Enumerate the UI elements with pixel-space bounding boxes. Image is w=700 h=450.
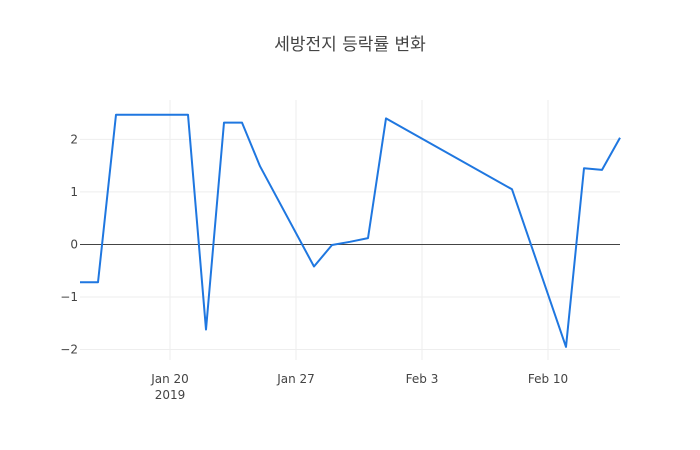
- x-tick-label: Jan 20: [150, 372, 189, 386]
- axis-layer: −2 −1 0 1 2 Jan 20 2019 Jan 27 Feb 3 Feb 10: [60, 132, 620, 402]
- chart-title: 세방전지 등락률 변화: [274, 35, 426, 55]
- x-tick-label: Jan 27: [276, 372, 315, 386]
- series-layer: [80, 113, 621, 348]
- y-tick-label: 0: [70, 237, 78, 251]
- y-tick-label: 1: [70, 185, 78, 199]
- series-line: [80, 113, 621, 348]
- y-tick-label: −1: [60, 290, 78, 304]
- x-tick-label: Feb 3: [406, 372, 439, 386]
- x-tick-year-label: 2019: [155, 388, 186, 402]
- grid-layer: [80, 100, 620, 360]
- y-tick-label: −2: [60, 342, 78, 356]
- y-tick-label: 2: [70, 132, 78, 146]
- x-tick-label: Feb 10: [528, 372, 568, 386]
